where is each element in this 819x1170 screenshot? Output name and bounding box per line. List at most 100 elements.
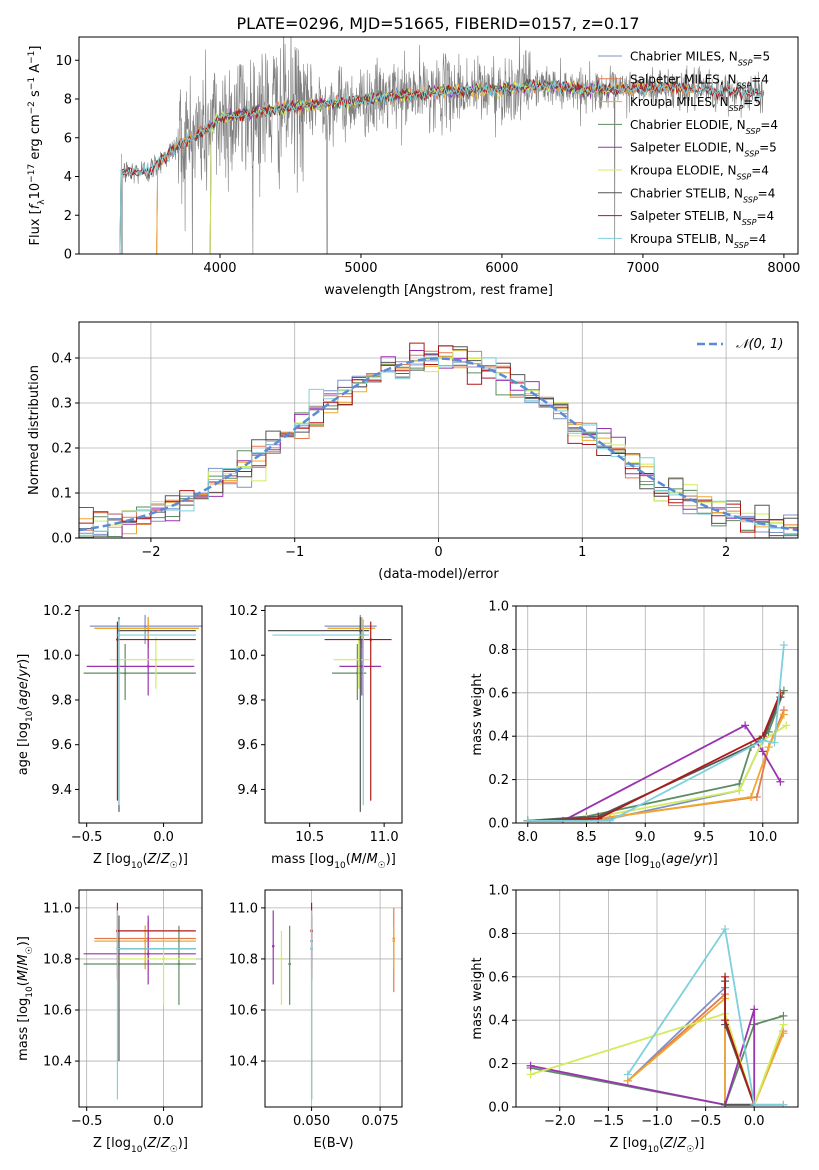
- weight-marker: [526, 1061, 535, 1070]
- y-tick-label: 10.2: [229, 604, 258, 619]
- y-tick-label: 10.8: [229, 952, 258, 967]
- data-point: [162, 957, 165, 961]
- figure-title: PLATE=0296, MJD=51665, FIBERID=0157, z=0…: [236, 14, 639, 33]
- y-axis-label: Normed distribution: [27, 365, 42, 495]
- data-point: [146, 627, 150, 630]
- y-tick-label: 0.6: [488, 686, 509, 701]
- plot-area: [526, 925, 788, 1107]
- plot-area: [83, 614, 202, 812]
- y-tick-label: 10: [55, 54, 72, 69]
- data-point: [360, 627, 364, 630]
- x-tick-label: 9.5: [694, 830, 715, 845]
- data-point: [357, 658, 361, 661]
- y-tick-label: 10.4: [229, 1055, 258, 1070]
- x-tick-label: 6000: [485, 261, 518, 276]
- weight-marker: [623, 1070, 632, 1079]
- data-point: [356, 671, 359, 675]
- x-axis-label: wavelength [Angstrom, rest frame]: [324, 283, 553, 298]
- weight-marker: [735, 786, 744, 795]
- weight-marker: [770, 738, 779, 747]
- axes: −2.0 −1.5 −1.0 −0.5 0.0 0.0 0.2 0.4 0.6 0.8 1.0 Z […: [470, 884, 799, 1155]
- axis-label: mass [log10(M/M☉)]: [271, 852, 396, 871]
- data-point: [310, 947, 313, 951]
- legend-entry: Chabrier MILES, NSSP=5: [630, 50, 770, 68]
- x-tick-label: 0.0: [153, 1114, 174, 1129]
- y-tick-label: 0.4: [488, 730, 509, 745]
- y-tick-label: 10.6: [43, 1003, 72, 1018]
- data-point: [117, 633, 121, 637]
- axes: 10.5 11.0 9.4 9.6 9.8 10.0 10.2 mass [log10(M/M…: [229, 604, 403, 871]
- plot-area: [523, 641, 791, 823]
- weight-marker: [758, 747, 767, 756]
- weight-marker: [750, 1100, 759, 1107]
- axes: 0.050 0.075 10.4 10.6 10.8 11.0 E(B-V): [229, 889, 403, 1151]
- data-point: [177, 962, 181, 966]
- y-tick-label: 0.6: [488, 970, 509, 985]
- weight-marker: [782, 721, 791, 730]
- y-tick-label: 10.8: [43, 952, 72, 967]
- data-point: [369, 638, 373, 641]
- x-tick-label: −2: [141, 545, 160, 560]
- y-axis-label: mass weight: [470, 957, 485, 1039]
- legend-entry: 𝒩(0, 1): [736, 337, 783, 352]
- data-point: [154, 658, 158, 661]
- axis-label: age [log10(age/yr)]: [16, 654, 35, 776]
- y-tick-label: 2: [64, 209, 72, 224]
- weight-marker: [776, 777, 785, 786]
- x-axis-label: (data-model)/error: [378, 567, 499, 582]
- weight-marker: [741, 721, 750, 730]
- y-tick-label: 6: [64, 131, 72, 146]
- y-tick-label: 11.0: [43, 901, 72, 916]
- weight-marker: [721, 972, 730, 981]
- x-tick-label: 0: [434, 545, 442, 560]
- mass-vs-ebv-panel: 0.050 0.075 10.4 10.6 10.8 11.0 E(B-V): [229, 889, 403, 1151]
- y-tick-label: 1.0: [488, 600, 509, 615]
- x-tick-label: −1: [285, 545, 304, 560]
- axis-label: Z [log10(Z/Z☉)]: [610, 1136, 705, 1155]
- y-tick-label: 0.8: [488, 643, 509, 658]
- weight-marker: [747, 792, 755, 801]
- y-tick-label: 10.4: [43, 1055, 72, 1070]
- weight-series-line: [530, 1012, 785, 1106]
- weight-marker: [779, 1020, 788, 1029]
- legend-entry: Salpeter ELODIE, NSSP=5: [630, 141, 777, 159]
- data-point: [280, 957, 283, 961]
- data-point: [361, 633, 365, 637]
- y-tick-label: 0.2: [488, 773, 509, 788]
- weight-marker: [523, 816, 532, 823]
- y-tick-label: 11.0: [229, 901, 258, 916]
- legend-entry: Kroupa STELIB, NSSP=4: [630, 232, 766, 250]
- legend-entry: Kroupa MILES, NSSP=5: [630, 95, 761, 113]
- axes: −0.5 0.0 10.4 10.6 10.8 11.0 Z [log10(Z/Z☉)] ma…: [16, 889, 203, 1155]
- age-vs-mass-panel: 10.5 11.0 9.4 9.6 9.8 10.0 10.2 mass [log10(M/M…: [229, 604, 403, 871]
- y-tick-label: 0.8: [488, 927, 509, 942]
- axes-frame: [78, 889, 203, 1108]
- data-point: [271, 944, 275, 948]
- x-tick-label: 4000: [203, 261, 236, 276]
- data-point: [116, 947, 119, 951]
- y-tick-label: 4: [64, 170, 72, 185]
- y-tick-label: 1.0: [488, 884, 509, 899]
- weight-marker: [779, 641, 788, 650]
- y-tick-label: 9.8: [237, 693, 258, 708]
- axes-frame: [78, 36, 799, 255]
- x-tick-label: −0.5: [71, 1114, 103, 1129]
- weight-marker: [721, 1100, 730, 1107]
- x-tick-label: −2.0: [544, 1114, 576, 1129]
- weight-marker: [779, 710, 788, 719]
- y-tick-label: 0.2: [488, 1057, 509, 1072]
- y-tick-label: 0.0: [51, 532, 72, 547]
- x-tick-label: 8.5: [576, 830, 597, 845]
- y-tick-label: 9.4: [237, 783, 258, 798]
- data-point: [360, 665, 364, 668]
- y-tick-label: 9.4: [51, 783, 72, 798]
- x-tick-label: −0.5: [690, 1114, 722, 1129]
- x-tick-label: 0.050: [293, 1114, 330, 1129]
- data-point: [143, 624, 147, 628]
- y-tick-label: 9.6: [51, 738, 72, 753]
- weight-marker: [779, 1011, 788, 1020]
- x-tick-label: 2: [722, 545, 730, 560]
- data-point: [288, 962, 291, 966]
- plot-area: [271, 902, 396, 1100]
- axes: 8.0 8.5 9.0 9.5 10.0 0.0 0.2 0.4 0.6 0.8 1.0 age [l…: [470, 600, 799, 871]
